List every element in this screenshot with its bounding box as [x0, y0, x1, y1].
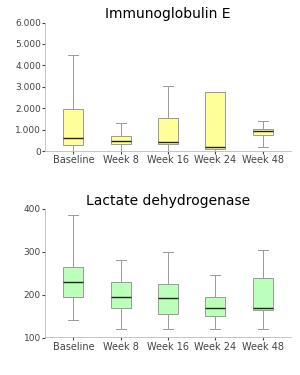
- PathPatch shape: [206, 297, 225, 316]
- PathPatch shape: [64, 267, 83, 297]
- PathPatch shape: [206, 92, 225, 149]
- PathPatch shape: [111, 282, 130, 308]
- PathPatch shape: [253, 278, 273, 310]
- Title: Immunoglobulin E: Immunoglobulin E: [105, 8, 231, 21]
- PathPatch shape: [253, 129, 273, 135]
- PathPatch shape: [64, 109, 83, 145]
- Title: Lactate dehydrogenase: Lactate dehydrogenase: [86, 194, 250, 208]
- PathPatch shape: [158, 284, 178, 314]
- PathPatch shape: [158, 118, 178, 144]
- PathPatch shape: [111, 136, 130, 144]
